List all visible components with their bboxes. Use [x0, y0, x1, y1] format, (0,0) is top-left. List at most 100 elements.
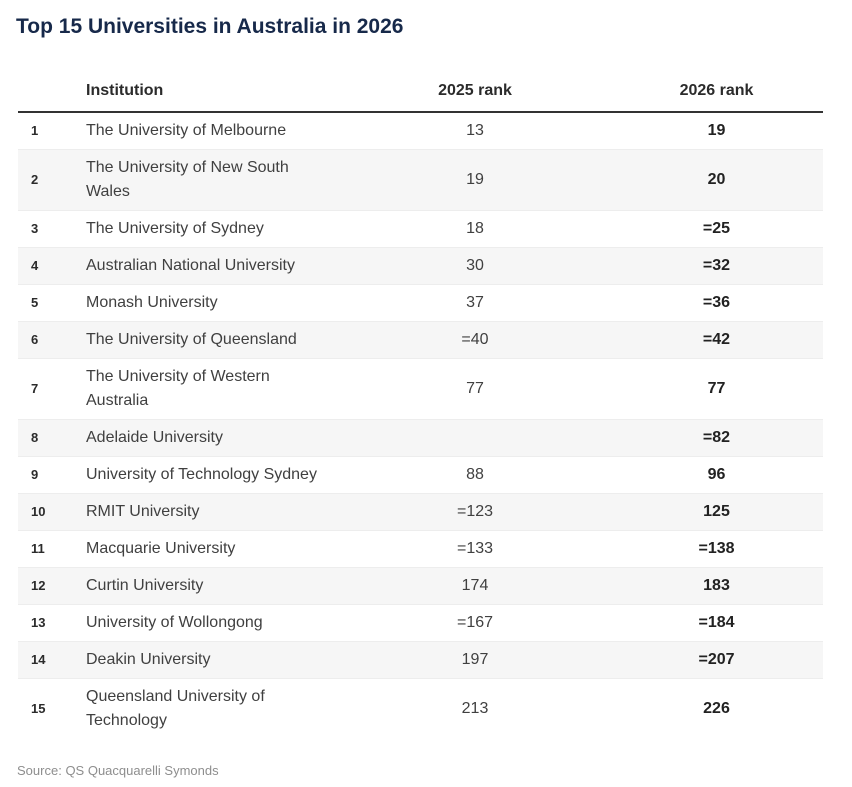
- rank-2025-cell: =40: [461, 331, 489, 348]
- rank-2025-cell: 197: [461, 651, 489, 668]
- row-number: 15: [31, 701, 46, 716]
- institution-name: Monash University: [86, 294, 218, 311]
- source-value: QS Quacquarelli Symonds: [65, 763, 219, 778]
- row-number: 7: [31, 381, 39, 396]
- institution-cell: The University of New South Wales: [83, 150, 340, 211]
- row-number: 2: [31, 172, 39, 187]
- rank-2025-cell: 37: [466, 294, 484, 311]
- table-row: 12 Curtin University 174 183: [18, 567, 823, 605]
- rank-2025-cell: 213: [461, 700, 489, 717]
- rank-2026-cell: =32: [702, 257, 731, 274]
- rank-2025-cell: =133: [456, 540, 494, 557]
- table-row: 15 Queensland University of Technology 213…: [18, 678, 823, 740]
- row-number: 5: [31, 295, 39, 310]
- rank-2025-cell: 30: [466, 257, 484, 274]
- table-row: 3 The University of Sydney 18 =25: [18, 210, 823, 248]
- row-number: 9: [31, 467, 39, 482]
- table-row: 11 Macquarie University =133 =138: [18, 530, 823, 568]
- table-row: 14 Deakin University 197 =207: [18, 641, 823, 679]
- rank-2025-cell: =123: [456, 503, 494, 520]
- institution-name: University of Technology Sydney: [86, 466, 317, 483]
- row-number: 4: [31, 258, 39, 273]
- institution-name: The University of Sydney: [86, 220, 264, 237]
- rank-2026-cell: =184: [698, 614, 735, 631]
- institution-name: Deakin University: [86, 651, 211, 668]
- col-header-2026-rank: 2026 rank: [610, 73, 823, 113]
- institution-cell: University of Wollongong: [83, 605, 340, 642]
- rank-2026-cell: 183: [703, 577, 730, 594]
- source-label: Source:: [17, 763, 62, 778]
- rank-2025-cell: 88: [466, 466, 484, 483]
- institution-name: Curtin University: [86, 577, 204, 594]
- institution-name: RMIT University: [86, 503, 200, 520]
- institution-name: Macquarie University: [86, 540, 236, 557]
- institution-name: The University of Western Australia: [86, 368, 270, 409]
- rank-2026-cell: 19: [707, 122, 726, 139]
- institution-cell: Adelaide University: [83, 420, 340, 457]
- table-row: 13 University of Wollongong =167 =184: [18, 604, 823, 642]
- rank-2026-cell: 20: [707, 171, 726, 188]
- table-row: 2 The University of New South Wales 19 20: [18, 149, 823, 211]
- institution-cell: Australian National University: [83, 248, 340, 285]
- institution-name: The University of New South Wales: [86, 159, 289, 200]
- rank-2025-cell: [340, 420, 610, 457]
- page-title: Top 15 Universities in Australia in 2026: [16, 15, 404, 38]
- institution-cell: RMIT University: [83, 494, 340, 531]
- row-number: 14: [31, 652, 46, 667]
- institution-name: The University of Melbourne: [86, 122, 287, 139]
- rank-2025-cell: =167: [456, 614, 494, 631]
- institution-cell: The University of Sydney: [83, 211, 340, 248]
- table-row: 10 RMIT University =123 125: [18, 493, 823, 531]
- table-row: 4 Australian National University 30 =32: [18, 247, 823, 285]
- table-row: 9 University of Technology Sydney 88 96: [18, 456, 823, 494]
- institution-cell: The University of Western Australia: [83, 359, 340, 420]
- institution-name: University of Wollongong: [86, 614, 263, 631]
- row-number: 6: [31, 332, 39, 347]
- table-row: 7 The University of Western Australia 77 77: [18, 358, 823, 420]
- rank-2026-cell: 96: [707, 466, 726, 483]
- institution-name: Australian National University: [86, 257, 295, 274]
- row-number: 12: [31, 578, 46, 593]
- table-header-row: Institution 2025 rank 2026 rank: [18, 73, 823, 113]
- col-header-2025-rank: 2025 rank: [340, 73, 610, 113]
- institution-cell: University of Technology Sydney: [83, 457, 340, 494]
- rank-2026-cell: =42: [702, 331, 731, 348]
- rank-2026-cell: =25: [702, 220, 731, 237]
- row-number: 1: [31, 123, 39, 138]
- col-header-institution: Institution: [83, 73, 340, 113]
- institution-name: Adelaide University: [86, 429, 223, 446]
- rankings-table: Institution 2025 rank 2026 rank 1 The Uni…: [18, 73, 823, 739]
- rank-2026-cell: =36: [702, 294, 731, 311]
- rank-2026-cell: 226: [703, 700, 730, 717]
- institution-cell: The University of Melbourne: [83, 112, 340, 150]
- institution-cell: Monash University: [83, 285, 340, 322]
- rank-2026-cell: =82: [702, 429, 731, 446]
- table-row: 8 Adelaide University =82: [18, 419, 823, 457]
- table-row: 1 The University of Melbourne 13 19: [18, 112, 823, 150]
- rank-2026-cell: 125: [703, 503, 730, 520]
- institution-name: The University of Queensland: [86, 331, 297, 348]
- rank-2025-cell: 19: [466, 171, 484, 188]
- institution-cell: Queensland University of Technology: [83, 679, 340, 740]
- rank-2025-cell: 18: [466, 220, 484, 237]
- institution-cell: Deakin University: [83, 642, 340, 679]
- institution-cell: Macquarie University: [83, 531, 340, 568]
- row-number: 8: [31, 430, 39, 445]
- row-number: 10: [31, 504, 46, 519]
- table-row: 5 Monash University 37 =36: [18, 284, 823, 322]
- table-body: 1 The University of Melbourne 13 19 2 The Uni…: [18, 112, 823, 739]
- table-row: 6 The University of Queensland =40 =42: [18, 321, 823, 359]
- institution-cell: The University of Queensland: [83, 322, 340, 359]
- institution-cell: Curtin University: [83, 568, 340, 605]
- col-header-number: [18, 73, 83, 113]
- institution-name: Queensland University of Technology: [86, 688, 265, 729]
- row-number: 11: [31, 541, 45, 556]
- rank-2025-cell: 13: [466, 122, 484, 139]
- row-number: 13: [31, 615, 46, 630]
- rank-2026-cell: =207: [698, 651, 735, 668]
- rank-2026-cell: 77: [707, 380, 726, 397]
- row-number: 3: [31, 221, 39, 236]
- rank-2025-cell: 174: [461, 577, 489, 594]
- rank-2025-cell: 77: [466, 380, 484, 397]
